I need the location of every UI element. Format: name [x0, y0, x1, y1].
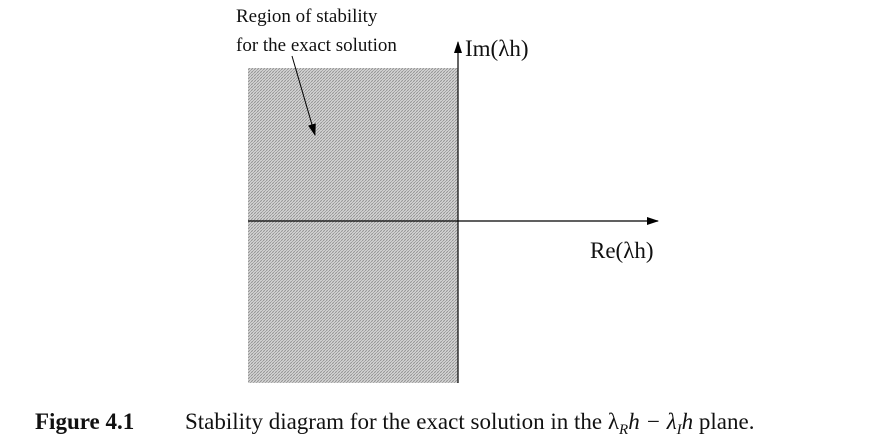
annotation-line: Region of stability	[236, 6, 378, 27]
real-axis-label: Re(λh)	[590, 238, 654, 263]
caption-end: plane.	[699, 409, 755, 434]
caption-math: h	[682, 409, 694, 434]
caption-text: Stability diagram for the exact solution…	[185, 409, 754, 438]
caption-label: Figure 4.1	[35, 409, 134, 434]
caption-math: h − λ	[628, 409, 677, 434]
caption-math-sub: R	[618, 422, 628, 438]
stability-region	[248, 68, 458, 383]
caption-body: Stability diagram for the exact solution…	[185, 409, 602, 434]
annotation-arrow	[291, 55, 316, 136]
annotation-line: for the exact solution	[236, 35, 397, 56]
imaginary-axis-label: Im(λh)	[465, 36, 529, 61]
caption-math: λ	[608, 409, 620, 434]
caption-math-sub: I	[676, 422, 683, 438]
